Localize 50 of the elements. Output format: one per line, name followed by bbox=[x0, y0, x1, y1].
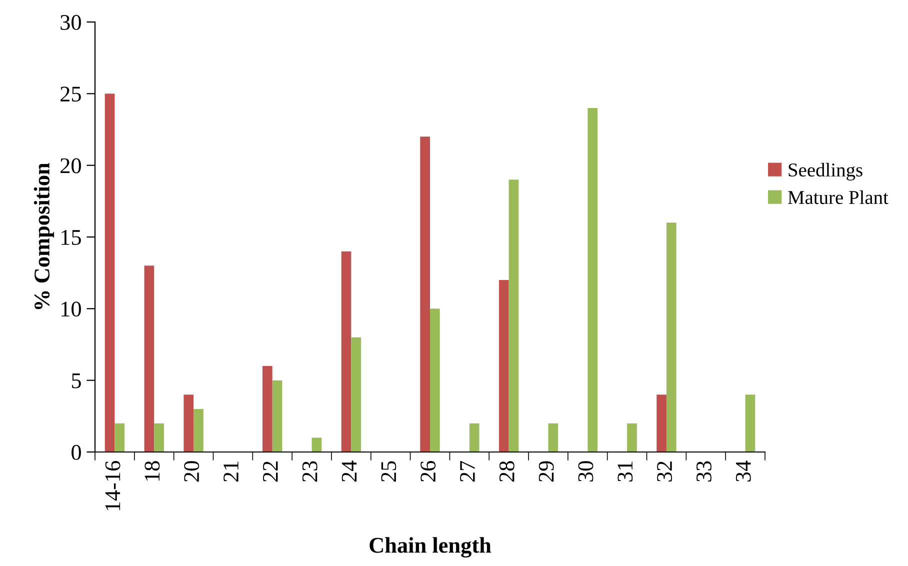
x-tick-label: 30 bbox=[578, 461, 594, 482]
x-tick-label: 27 bbox=[460, 460, 475, 482]
y-tick-label: 5 bbox=[72, 373, 81, 388]
x-tick-label: 33 bbox=[696, 461, 712, 482]
y-tick-label: 15 bbox=[62, 230, 81, 245]
bar bbox=[104, 94, 115, 452]
bar bbox=[498, 280, 509, 452]
bar bbox=[508, 180, 519, 452]
legend-label: Seedlings bbox=[788, 162, 862, 181]
bar bbox=[656, 394, 666, 452]
bar bbox=[666, 222, 676, 452]
y-axis-title: % Composition bbox=[34, 162, 54, 310]
bar bbox=[420, 136, 430, 452]
bar bbox=[351, 337, 362, 452]
bar bbox=[588, 108, 598, 452]
x-tick-label: 18 bbox=[144, 461, 160, 481]
bar bbox=[341, 251, 352, 452]
x-tick-label: 14-16 bbox=[105, 460, 120, 510]
bar bbox=[745, 394, 756, 452]
x-axis-title: Chain length bbox=[370, 537, 492, 558]
y-tick-label: 0 bbox=[72, 444, 81, 460]
x-tick-label: 34 bbox=[736, 460, 751, 482]
x-tick-label: 26 bbox=[420, 460, 436, 482]
x-tick-label: 24 bbox=[342, 460, 357, 482]
x-tick-label: 20 bbox=[184, 461, 200, 482]
x-tick-label: 31 bbox=[618, 462, 633, 482]
y-tick-label: 10 bbox=[62, 302, 81, 317]
bar bbox=[272, 380, 282, 452]
bar bbox=[469, 423, 480, 452]
x-tick-label: 21 bbox=[224, 462, 238, 482]
x-tick-label: 23 bbox=[302, 461, 318, 482]
x-tick-label: 25 bbox=[381, 461, 396, 482]
legend-label: Mature Plant bbox=[788, 190, 888, 204]
y-tick-label: 25 bbox=[60, 86, 81, 102]
bar bbox=[430, 308, 440, 452]
bar bbox=[194, 409, 204, 452]
x-tick-label: 22 bbox=[262, 462, 278, 482]
bar bbox=[627, 423, 637, 452]
x-tick-label: 32 bbox=[657, 462, 672, 482]
bar bbox=[114, 423, 125, 452]
x-tick-label: 28 bbox=[499, 461, 514, 482]
bar bbox=[262, 366, 272, 452]
x-tick-label: 29 bbox=[538, 461, 554, 482]
y-tick-label: 30 bbox=[60, 14, 81, 30]
bar bbox=[312, 438, 322, 452]
bar bbox=[154, 423, 164, 452]
bar bbox=[548, 423, 558, 452]
y-tick-label: 20 bbox=[60, 158, 81, 174]
bar bbox=[184, 394, 194, 452]
bar bbox=[144, 266, 154, 452]
